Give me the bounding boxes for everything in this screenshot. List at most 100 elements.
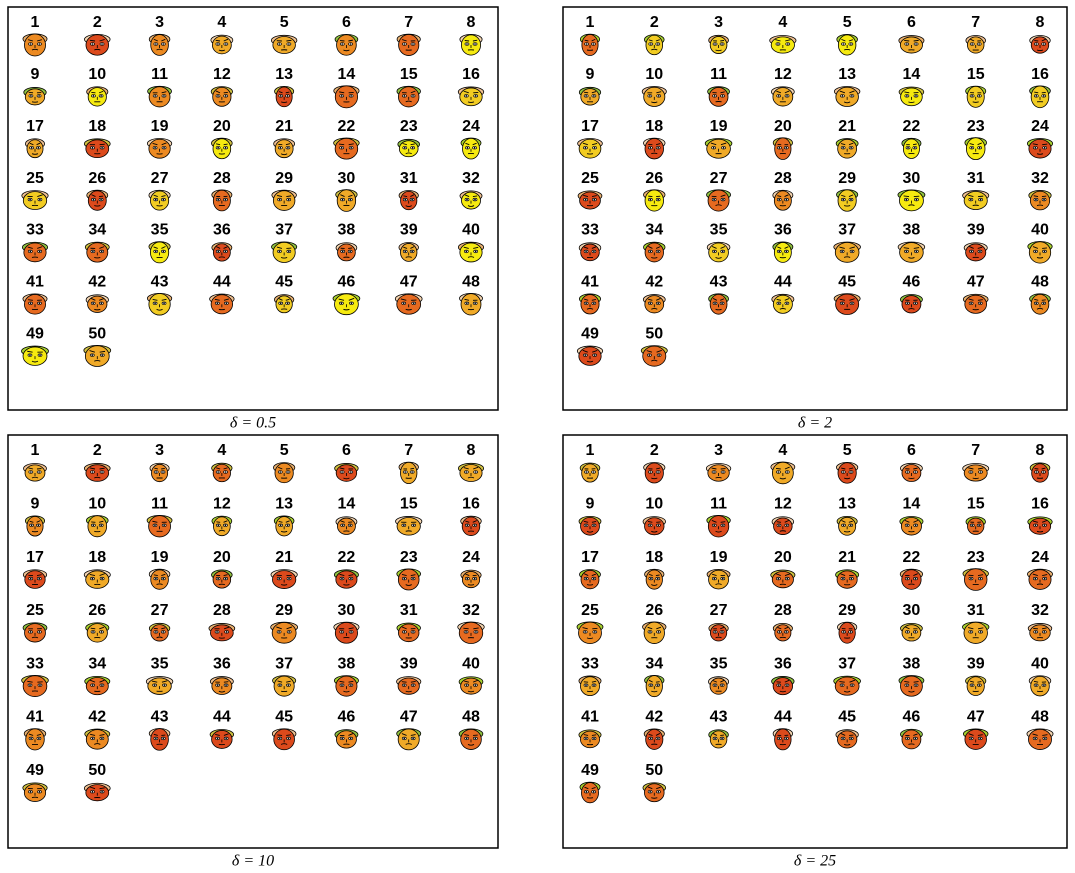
face [211, 87, 232, 107]
face [459, 729, 483, 750]
face-pupil [1035, 524, 1037, 526]
face-label: 18 [88, 549, 106, 566]
face [399, 462, 418, 483]
face-pupil [39, 302, 41, 304]
face-pupil [155, 738, 157, 740]
face-pupil [721, 302, 723, 304]
face-pupil [350, 684, 352, 686]
face-label: 35 [151, 222, 169, 239]
face [210, 729, 234, 748]
face-label: 41 [581, 274, 599, 291]
face-pupil [906, 95, 908, 97]
face-pupil [851, 578, 853, 580]
face-brow [1042, 196, 1046, 197]
face-label: 15 [967, 496, 985, 513]
face-pupil [217, 471, 219, 473]
face-label: 36 [213, 222, 231, 239]
face-pupil [723, 147, 725, 149]
face-pupil [657, 251, 659, 253]
face-pupil [39, 791, 41, 793]
face-label: 29 [838, 170, 856, 187]
face-pupil [841, 684, 843, 686]
face-pupil [288, 738, 290, 740]
face-label: 23 [967, 549, 985, 566]
face-pupil [287, 147, 289, 149]
face-label: 11 [710, 496, 727, 513]
face-pupil [342, 251, 344, 253]
face-label: 38 [903, 655, 921, 672]
face [580, 34, 599, 55]
face [707, 569, 730, 589]
face-pupil [30, 95, 32, 97]
face-label: 32 [462, 170, 480, 187]
face [709, 730, 729, 748]
face-pupil [288, 43, 290, 45]
face-label: 44 [774, 274, 792, 291]
face-pupil [279, 471, 281, 473]
face [461, 516, 482, 535]
face-label: 26 [645, 170, 663, 187]
face [706, 463, 730, 481]
face-brow [28, 300, 33, 301]
face [836, 730, 858, 748]
face [705, 138, 732, 158]
face-head [579, 139, 601, 158]
face-pupil [341, 738, 343, 740]
face-brow [721, 522, 726, 523]
face [643, 783, 666, 802]
face [24, 729, 46, 750]
face-label: 41 [26, 274, 44, 291]
face [579, 730, 601, 748]
face [644, 242, 665, 262]
face-pupil [154, 147, 156, 149]
face-pupil [593, 302, 595, 304]
face-label: 28 [774, 602, 792, 619]
face-pupil [350, 147, 352, 149]
face-brow [777, 522, 781, 523]
face [274, 295, 293, 313]
face [899, 36, 924, 53]
face-pupil [475, 631, 477, 633]
face-pupil [979, 95, 981, 97]
face-brow [1042, 248, 1047, 249]
face-label: 26 [645, 602, 663, 619]
face-label: 12 [213, 66, 231, 83]
face-pupil [850, 147, 852, 149]
face-pupil [100, 199, 102, 201]
face-brow [286, 40, 291, 41]
face-pupil [1035, 302, 1037, 304]
face-pupil [714, 684, 716, 686]
face-brow [286, 735, 291, 736]
face-label: 9 [31, 496, 40, 513]
face-label: 31 [400, 602, 418, 619]
face-pupil [101, 631, 103, 633]
face [709, 677, 729, 695]
face [271, 570, 297, 589]
face-pupil [658, 524, 660, 526]
face [834, 676, 861, 695]
face [963, 464, 989, 482]
face-brow [473, 196, 477, 197]
face [458, 87, 483, 106]
face-pupil [650, 684, 652, 686]
face-brow [904, 196, 909, 197]
face-label: 24 [462, 118, 480, 135]
face [899, 676, 924, 697]
face-pupil [906, 684, 908, 686]
face-pupil [412, 684, 414, 686]
face-pupil [1035, 95, 1037, 97]
face-pupil [350, 43, 352, 45]
panel-frame [563, 435, 1067, 848]
face-pupil [226, 631, 228, 633]
face [1027, 729, 1053, 750]
face-label: 20 [774, 118, 792, 135]
face [643, 517, 665, 535]
face-label: 35 [710, 222, 728, 239]
face [772, 294, 794, 313]
panel-caption: δ = 2 [798, 415, 832, 432]
face-pupil [225, 147, 227, 149]
face-pupil [216, 631, 218, 633]
face-pupil [714, 43, 716, 45]
face-label: 43 [151, 274, 169, 291]
face-head [460, 88, 482, 106]
